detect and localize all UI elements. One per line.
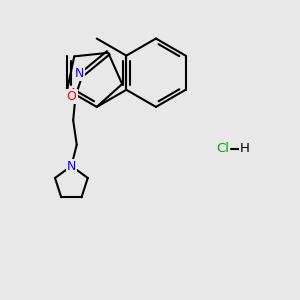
- Text: O: O: [67, 90, 76, 103]
- Text: N: N: [67, 160, 76, 172]
- Text: N: N: [75, 67, 84, 80]
- Text: H: H: [240, 142, 250, 155]
- Text: Cl: Cl: [216, 142, 229, 155]
